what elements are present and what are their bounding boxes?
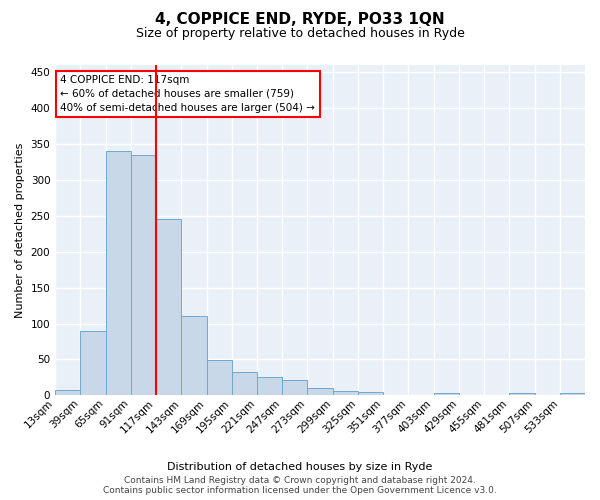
Bar xyxy=(257,378,282,396)
Bar xyxy=(509,393,535,396)
Bar xyxy=(206,360,232,396)
Bar xyxy=(358,392,383,396)
Bar xyxy=(181,316,206,396)
Bar xyxy=(332,391,358,396)
Bar xyxy=(560,393,585,396)
Text: Contains HM Land Registry data © Crown copyright and database right 2024.
Contai: Contains HM Land Registry data © Crown c… xyxy=(103,476,497,495)
Bar xyxy=(232,372,257,396)
Bar xyxy=(55,390,80,396)
Bar xyxy=(106,151,131,396)
Bar xyxy=(282,380,307,396)
Bar xyxy=(80,332,106,396)
Bar xyxy=(131,155,156,396)
Y-axis label: Number of detached properties: Number of detached properties xyxy=(15,142,25,318)
Text: 4 COPPICE END: 117sqm
← 60% of detached houses are smaller (759)
40% of semi-det: 4 COPPICE END: 117sqm ← 60% of detached … xyxy=(61,75,316,113)
Bar xyxy=(434,393,459,396)
Text: 4, COPPICE END, RYDE, PO33 1QN: 4, COPPICE END, RYDE, PO33 1QN xyxy=(155,12,445,28)
Bar xyxy=(156,218,181,396)
Bar xyxy=(307,388,332,396)
Text: Distribution of detached houses by size in Ryde: Distribution of detached houses by size … xyxy=(167,462,433,472)
Text: Size of property relative to detached houses in Ryde: Size of property relative to detached ho… xyxy=(136,28,464,40)
